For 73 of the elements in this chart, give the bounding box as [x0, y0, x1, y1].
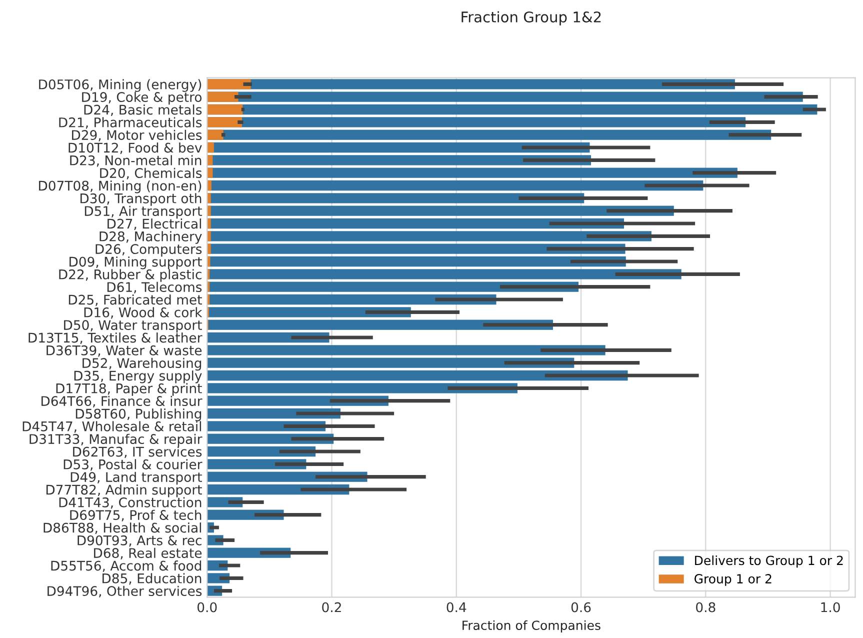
bar [207, 269, 682, 280]
bar [207, 117, 242, 128]
y-tick-label: D94T96, Other services [48, 586, 202, 598]
y-tick-label: D51, Air transport [84, 206, 202, 219]
y-tick-label: D45T47, Wholesale & retail [22, 421, 202, 433]
y-tick-label: D69T75, Prof & tech [70, 510, 202, 522]
bar [207, 92, 238, 102]
x-tick-label: 0.8 [696, 602, 716, 612]
bar [207, 345, 606, 356]
legend-label: Delivers to Group 1 or 2 [695, 555, 843, 568]
y-tick-label: D13T15, Textiles & leather [28, 332, 202, 344]
y-tick-label: D64T66, Finance & insur [42, 396, 202, 408]
bar [207, 307, 411, 318]
y-tick-label: D25, Fabricated met [68, 294, 202, 306]
bar [207, 383, 518, 394]
y-tick-label: D20, Chemicals [100, 168, 202, 180]
y-tick-label: D55T56, Accom & food [51, 560, 202, 572]
legend-label: Group 1 or 2 [694, 574, 772, 586]
y-tick-label: D61, Telecoms [107, 282, 202, 294]
y-tick-label: D29, Motor vehicles [72, 130, 202, 142]
y-tick-label: D07T08, Mining (non-en) [39, 180, 202, 194]
y-tick-label: D53, Postal & courier [64, 459, 202, 471]
y-tick-label: D36T39, Water & waste [46, 345, 202, 357]
x-tick-label: 0.4 [446, 602, 466, 612]
y-tick-label: D24, Basic metals [84, 104, 202, 116]
y-tick-label: D27, Electrical [108, 218, 202, 230]
y-tick-label: D85, Education [102, 573, 202, 585]
x-tick-label: 0.2 [322, 602, 341, 612]
y-tick-label: D17T18, Paper & print [56, 383, 202, 396]
bar [207, 256, 626, 267]
y-tick-label: D86T88, Health & social [44, 522, 202, 534]
y-tick-label: D19, Coke & petro [82, 92, 202, 105]
y-tick-label: D62T63, IT services [73, 446, 202, 458]
y-tick-label: D09, Mining support [70, 256, 202, 270]
y-tick-label: D16, Wood & cork [84, 307, 202, 319]
y-tick-label: D31T33, Manufac & repair [30, 434, 202, 447]
y-tick-label: D05T06, Mining (energy) [39, 79, 202, 92]
bar [207, 104, 243, 115]
bar [207, 358, 574, 368]
bar [207, 130, 224, 140]
x-tick-label: 1.0 [821, 602, 840, 612]
x-tick-label: 0.0 [198, 602, 217, 612]
bar [207, 231, 211, 242]
x-tick-label: 0.6 [571, 602, 591, 612]
y-tick-label: D22, Rubber & plastic [59, 269, 202, 282]
y-tick-label: D26, Computers [96, 244, 202, 257]
bar [207, 142, 214, 153]
y-tick-label: D68, Real estate [94, 548, 202, 560]
bar [207, 294, 496, 305]
bar [207, 206, 211, 216]
y-tick-label: D77T82, Admin support [46, 484, 202, 498]
bar [207, 244, 211, 254]
bar [207, 370, 628, 381]
y-tick-label: D52, Warehousing [82, 358, 202, 371]
bar [207, 320, 553, 330]
bar [207, 180, 212, 191]
y-tick-label: D30, Transport oth [80, 193, 202, 206]
bar [207, 193, 211, 204]
chart-title: Fraction Group 1&2 [462, 11, 601, 26]
y-tick-label: D41T43, Construction [59, 497, 202, 509]
x-axis-title: Fraction of Companies [462, 620, 600, 632]
y-tick-label: D58T60, Publishing [76, 408, 202, 422]
y-tick-label: D90T93, Arts & rec [78, 535, 202, 547]
y-tick-label: D10T12, Food & bev [68, 142, 202, 154]
y-tick-label: D23, Non-metal min [70, 155, 202, 167]
y-tick-label: D50, Water transport [64, 320, 202, 333]
y-tick-label: D21, Pharmaceuticals [59, 117, 202, 129]
bar [207, 282, 579, 292]
y-tick-label: D49, Land transport [70, 472, 202, 485]
bar [207, 218, 211, 229]
y-tick-label: D35, Energy supply [74, 370, 202, 384]
y-tick-label: D28, Machinery [100, 231, 202, 244]
bar [207, 79, 251, 90]
